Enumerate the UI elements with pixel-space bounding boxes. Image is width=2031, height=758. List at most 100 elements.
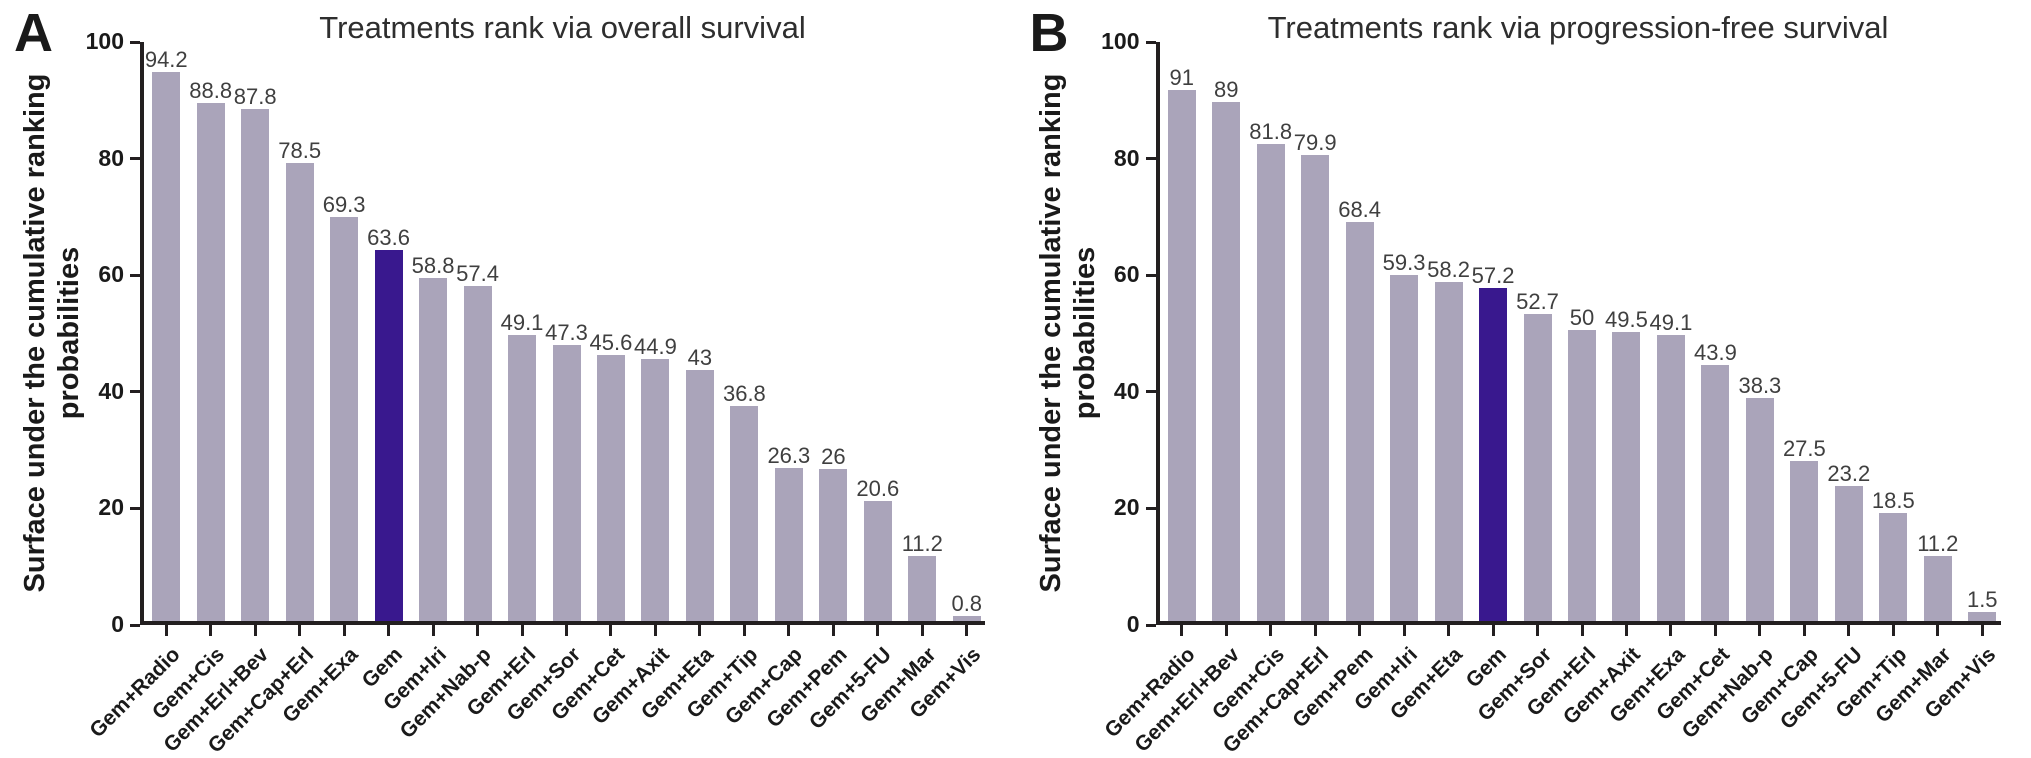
x-tick-mark bbox=[1225, 625, 1228, 636]
y-tick-label: 20 bbox=[1070, 494, 1140, 521]
y-tick-label: 80 bbox=[1070, 145, 1140, 172]
bar bbox=[641, 359, 669, 621]
x-tick-mark bbox=[1803, 625, 1806, 636]
bar bbox=[1612, 332, 1640, 621]
bar-value-label: 78.5 bbox=[255, 138, 345, 164]
bar bbox=[1879, 513, 1907, 621]
y-tick-label: 0 bbox=[54, 611, 124, 638]
x-tick-mark bbox=[521, 625, 524, 636]
bar bbox=[1168, 90, 1196, 621]
x-tick-mark bbox=[1492, 625, 1495, 636]
bar bbox=[775, 468, 803, 621]
bar-value-label: 87.8 bbox=[210, 84, 300, 110]
y-axis-label: Surface under the cumulative ranking pro… bbox=[1034, 23, 1102, 643]
y-tick-mark bbox=[130, 274, 140, 277]
bar bbox=[1301, 155, 1329, 621]
bar-value-label: 23.2 bbox=[1804, 461, 1894, 487]
bar bbox=[1479, 288, 1507, 621]
bar bbox=[597, 355, 625, 621]
bar bbox=[330, 217, 358, 621]
x-tick-mark bbox=[1669, 625, 1672, 636]
x-tick-mark bbox=[698, 625, 701, 636]
bar-value-label: 79.9 bbox=[1270, 130, 1360, 156]
bar bbox=[1568, 330, 1596, 622]
y-tick-label: 80 bbox=[54, 145, 124, 172]
x-tick-mark bbox=[1714, 625, 1717, 636]
bar bbox=[197, 103, 225, 621]
x-tick-mark bbox=[387, 625, 390, 636]
y-tick-mark bbox=[1146, 507, 1156, 510]
y-tick-label: 60 bbox=[54, 261, 124, 288]
bar-value-label: 18.5 bbox=[1848, 488, 1938, 514]
bar-value-label: 20.6 bbox=[833, 476, 923, 502]
y-tick-mark bbox=[1146, 41, 1156, 44]
x-tick-mark bbox=[1358, 625, 1361, 636]
y-tick-label: 60 bbox=[1070, 261, 1140, 288]
bar bbox=[1968, 612, 1996, 621]
chart-title: Treatments rank via overall survival bbox=[140, 10, 985, 46]
y-tick-mark bbox=[130, 624, 140, 627]
x-tick-mark bbox=[743, 625, 746, 636]
bar bbox=[508, 335, 536, 621]
x-tick-mark bbox=[1314, 625, 1317, 636]
x-tick-mark bbox=[1447, 625, 1450, 636]
bar-value-label: 1.5 bbox=[1937, 587, 2027, 613]
x-tick-mark bbox=[1847, 625, 1850, 636]
bar-value-label: 11.2 bbox=[877, 531, 967, 557]
bar-value-label: 68.4 bbox=[1315, 197, 1405, 223]
bar bbox=[1212, 102, 1240, 621]
y-axis-label-line2: probabilities bbox=[1068, 23, 1102, 643]
y-tick-mark bbox=[1146, 624, 1156, 627]
x-tick-mark bbox=[254, 625, 257, 636]
x-tick-mark bbox=[209, 625, 212, 636]
panel-a: A Treatments rank via overall survival S… bbox=[0, 0, 1016, 744]
panel-b: B Treatments rank via progression-free s… bbox=[1016, 0, 2031, 744]
x-tick-mark bbox=[609, 625, 612, 636]
y-tick-mark bbox=[1146, 390, 1156, 393]
bar bbox=[152, 72, 180, 621]
y-axis-label-line1: Surface under the cumulative ranking bbox=[1034, 23, 1068, 643]
bar bbox=[1657, 335, 1685, 621]
x-tick-mark bbox=[1892, 625, 1895, 636]
bar bbox=[686, 370, 714, 621]
x-tick-mark bbox=[1758, 625, 1761, 636]
y-tick-label: 100 bbox=[1070, 28, 1140, 55]
y-tick-mark bbox=[130, 157, 140, 160]
chart-title: Treatments rank via progression-free sur… bbox=[1156, 10, 2001, 46]
y-tick-mark bbox=[1146, 274, 1156, 277]
x-tick-mark bbox=[343, 625, 346, 636]
x-tick-mark bbox=[1625, 625, 1628, 636]
bar-value-label: 57.2 bbox=[1448, 263, 1538, 289]
bar-value-label: 26 bbox=[788, 444, 878, 470]
bar-value-label: 0.8 bbox=[922, 591, 1012, 617]
y-axis-label: Surface under the cumulative ranking pro… bbox=[18, 23, 86, 643]
bar-value-label: 43.9 bbox=[1670, 340, 1760, 366]
bar bbox=[419, 278, 447, 621]
bar-value-label: 57.4 bbox=[433, 261, 523, 287]
y-tick-mark bbox=[1146, 157, 1156, 160]
bar-value-label: 49.1 bbox=[1626, 310, 1716, 336]
bar-value-label: 11.2 bbox=[1893, 531, 1983, 557]
x-tick-mark bbox=[965, 625, 968, 636]
bar-value-label: 94.2 bbox=[121, 47, 211, 73]
x-tick-mark bbox=[876, 625, 879, 636]
bar bbox=[1746, 398, 1774, 621]
bar bbox=[464, 286, 492, 621]
x-tick-mark bbox=[921, 625, 924, 636]
x-tick-mark bbox=[432, 625, 435, 636]
x-tick-mark bbox=[1269, 625, 1272, 636]
x-tick-mark bbox=[565, 625, 568, 636]
x-tick-mark bbox=[1581, 625, 1584, 636]
bar-value-label: 43 bbox=[655, 345, 745, 371]
x-tick-mark bbox=[165, 625, 168, 636]
bar-value-label: 36.8 bbox=[699, 381, 789, 407]
y-tick-label: 40 bbox=[54, 378, 124, 405]
bar bbox=[286, 163, 314, 621]
y-tick-mark bbox=[130, 390, 140, 393]
bar bbox=[241, 109, 269, 621]
x-tick-mark bbox=[1936, 625, 1939, 636]
y-axis-label-line2: probabilities bbox=[52, 23, 86, 643]
